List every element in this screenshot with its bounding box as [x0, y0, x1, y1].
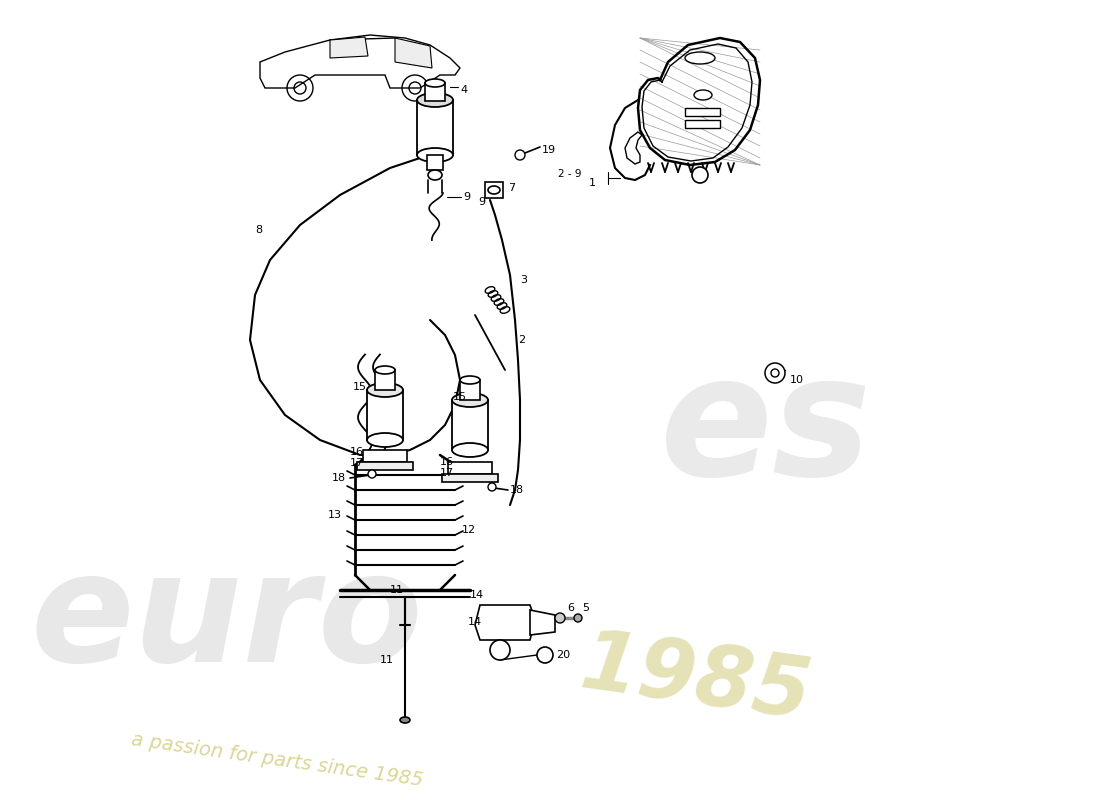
- Bar: [358, 462, 412, 470]
- Polygon shape: [330, 37, 369, 58]
- Bar: [425, 83, 446, 101]
- Text: 10: 10: [790, 375, 804, 385]
- Text: 18: 18: [332, 473, 346, 483]
- Text: 14: 14: [468, 617, 482, 627]
- Ellipse shape: [428, 170, 442, 180]
- Text: 6: 6: [566, 603, 574, 613]
- Polygon shape: [395, 38, 432, 68]
- Text: 19: 19: [542, 145, 557, 155]
- Polygon shape: [260, 35, 460, 88]
- Text: 9: 9: [478, 197, 485, 207]
- Ellipse shape: [425, 79, 446, 87]
- Polygon shape: [475, 605, 535, 640]
- Text: 11: 11: [379, 655, 394, 665]
- Text: 12: 12: [462, 525, 476, 535]
- Bar: [485, 182, 503, 198]
- Ellipse shape: [488, 186, 501, 194]
- Text: 16: 16: [350, 447, 364, 457]
- Circle shape: [537, 647, 553, 663]
- Bar: [417, 100, 453, 155]
- Text: 1985: 1985: [575, 624, 816, 736]
- Bar: [367, 390, 403, 440]
- Bar: [442, 474, 498, 482]
- Text: 15: 15: [453, 392, 468, 402]
- Text: 5: 5: [582, 603, 588, 613]
- Bar: [452, 400, 488, 450]
- Text: 15: 15: [353, 382, 367, 392]
- Text: 1: 1: [588, 178, 595, 188]
- Text: 17: 17: [350, 458, 364, 468]
- Text: 7: 7: [508, 183, 515, 193]
- Text: 4: 4: [460, 85, 467, 95]
- Text: 17: 17: [440, 468, 454, 478]
- Text: 18: 18: [510, 485, 524, 495]
- Bar: [363, 450, 407, 462]
- Bar: [685, 120, 720, 128]
- Bar: [460, 380, 480, 400]
- Bar: [685, 108, 720, 116]
- Text: es: es: [660, 349, 872, 511]
- Ellipse shape: [685, 52, 715, 64]
- Polygon shape: [625, 132, 642, 164]
- Text: 3: 3: [520, 275, 527, 285]
- Ellipse shape: [452, 393, 488, 407]
- Ellipse shape: [375, 366, 395, 374]
- Ellipse shape: [417, 93, 453, 107]
- Text: euro: euro: [30, 546, 422, 694]
- Circle shape: [556, 613, 565, 623]
- Circle shape: [574, 614, 582, 622]
- Circle shape: [368, 470, 376, 478]
- Circle shape: [764, 363, 785, 383]
- Bar: [375, 370, 395, 390]
- Text: a passion for parts since 1985: a passion for parts since 1985: [130, 730, 425, 790]
- Circle shape: [692, 167, 708, 183]
- Ellipse shape: [367, 433, 403, 447]
- Text: 20: 20: [556, 650, 570, 660]
- Text: 11: 11: [390, 585, 404, 595]
- Ellipse shape: [460, 376, 480, 384]
- Text: 16: 16: [440, 457, 454, 467]
- Text: 14: 14: [470, 590, 484, 600]
- Text: 2 - 9: 2 - 9: [558, 169, 582, 179]
- Text: 9: 9: [463, 192, 470, 202]
- Text: 8: 8: [255, 225, 262, 235]
- Ellipse shape: [694, 90, 712, 100]
- Text: 13: 13: [328, 510, 342, 520]
- Ellipse shape: [452, 443, 488, 457]
- Circle shape: [488, 483, 496, 491]
- Circle shape: [490, 640, 510, 660]
- Ellipse shape: [417, 148, 453, 162]
- Circle shape: [515, 150, 525, 160]
- Text: 2: 2: [518, 335, 525, 345]
- Bar: [427, 155, 443, 170]
- Ellipse shape: [400, 717, 410, 723]
- Ellipse shape: [367, 383, 403, 397]
- Polygon shape: [530, 610, 556, 635]
- Bar: [448, 462, 492, 474]
